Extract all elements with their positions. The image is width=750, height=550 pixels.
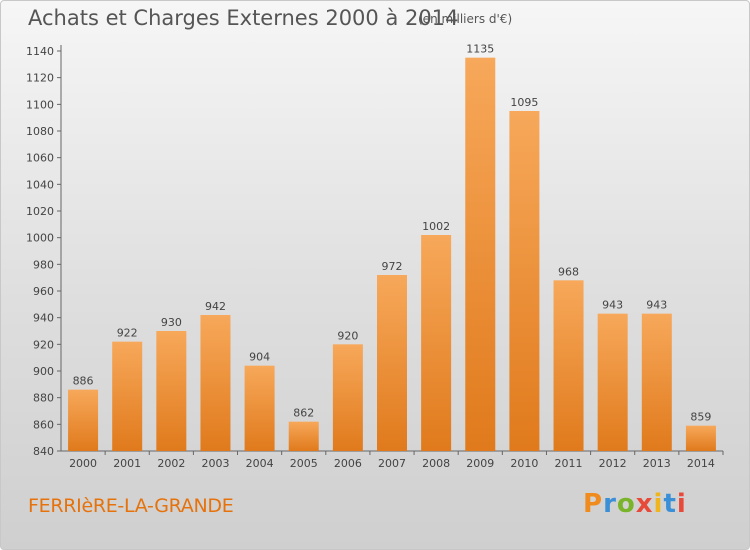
- bar-2006[interactable]: [332, 344, 363, 451]
- y-tick-label: 1080: [26, 125, 54, 138]
- x-tick-label: 2014: [687, 457, 715, 470]
- y-tick-label: 940: [33, 312, 54, 325]
- x-tick-label: 2013: [643, 457, 671, 470]
- bar-2002[interactable]: [156, 331, 187, 451]
- logo-letter: x: [635, 489, 654, 519]
- data-label-2013: 943: [646, 299, 667, 312]
- data-label-2005: 862: [293, 407, 314, 420]
- x-tick-label: 2009: [466, 457, 494, 470]
- x-tick-label: 2004: [246, 457, 274, 470]
- x-tick-label: 2010: [510, 457, 538, 470]
- logo-letter: o: [616, 489, 636, 519]
- data-label-2011: 968: [558, 265, 579, 278]
- bar-2008[interactable]: [421, 235, 452, 451]
- y-tick-label: 1020: [26, 205, 54, 218]
- data-label-2002: 930: [161, 316, 182, 329]
- bars: [68, 57, 716, 452]
- bar-2010[interactable]: [509, 111, 540, 451]
- x-tick-label: 2006: [334, 457, 362, 470]
- data-label-2001: 922: [117, 327, 138, 340]
- y-tick-label: 960: [33, 285, 54, 298]
- bar-2011[interactable]: [553, 280, 584, 451]
- proxiti-logo[interactable]: Proxiti: [583, 489, 687, 519]
- bar-2009[interactable]: [465, 57, 496, 452]
- bar-2005[interactable]: [288, 421, 319, 451]
- bar-2013[interactable]: [641, 313, 672, 451]
- y-tick-label: 1140: [26, 45, 54, 58]
- x-tick-label: 2000: [69, 457, 97, 470]
- y-tick-label: 860: [33, 418, 54, 431]
- data-label-2012: 943: [602, 299, 623, 312]
- data-labels: 886 922 930 942 904 862 920 972 1002 1135 1095 968 9…: [73, 43, 712, 424]
- y-tick-label: 900: [33, 365, 54, 378]
- data-label-2000: 886: [73, 375, 94, 388]
- commune-name: FERRIèRE-LA-GRANDE: [28, 495, 234, 517]
- chart-unit-subtitle: (en milliers d'€): [418, 12, 513, 26]
- bar-2003[interactable]: [200, 315, 231, 451]
- x-tick-label: 2005: [290, 457, 318, 470]
- bar-2000[interactable]: [68, 389, 99, 451]
- data-label-2006: 920: [337, 329, 358, 342]
- y-tick-label: 920: [33, 338, 54, 351]
- x-tick-label: 2002: [157, 457, 185, 470]
- x-tick-label: 2001: [113, 457, 141, 470]
- y-tick-label: 880: [33, 392, 54, 405]
- y-tick-label: 1040: [26, 178, 54, 191]
- logo-letter: r: [603, 489, 617, 519]
- bar-2012[interactable]: [597, 313, 628, 451]
- data-label-2009: 1135: [466, 43, 494, 56]
- x-tick-label: 2012: [599, 457, 627, 470]
- data-label-2007: 972: [382, 260, 403, 273]
- y-axis: 840 860 880 900 920 940 960 980 1000 1020 1040 1060…: [26, 45, 62, 458]
- y-tick-label: 840: [33, 445, 54, 458]
- bar-2004[interactable]: [244, 365, 275, 451]
- x-tick-label: 2003: [201, 457, 229, 470]
- logo-letter: i: [676, 489, 687, 519]
- x-tick-label: 2011: [555, 457, 583, 470]
- y-tick-label: 1120: [26, 72, 54, 85]
- logo-letter: i: [653, 489, 664, 519]
- data-label-2004: 904: [249, 351, 270, 364]
- logo-letter: P: [583, 489, 604, 519]
- data-label-2003: 942: [205, 300, 226, 313]
- y-tick-label: 980: [33, 258, 54, 271]
- y-tick-label: 1000: [26, 232, 54, 245]
- bar-2014[interactable]: [685, 425, 716, 451]
- chart-title: Achats et Charges Externes 2000 à 2014: [28, 6, 459, 30]
- data-label-2010: 1095: [510, 96, 538, 109]
- bar-2001[interactable]: [112, 341, 143, 451]
- logo-letter: t: [663, 489, 677, 519]
- x-tick-label: 2007: [378, 457, 406, 470]
- x-tick-label: 2008: [422, 457, 450, 470]
- data-label-2008: 1002: [422, 220, 450, 233]
- y-tick-label: 1060: [26, 152, 54, 165]
- bar-2007[interactable]: [377, 275, 407, 451]
- x-axis: 2000 2001 2002 2003 2004 2005 2006 2007 2008 2009…: [61, 450, 724, 470]
- data-label-2014: 859: [690, 411, 711, 424]
- y-tick-label: 1100: [26, 98, 54, 111]
